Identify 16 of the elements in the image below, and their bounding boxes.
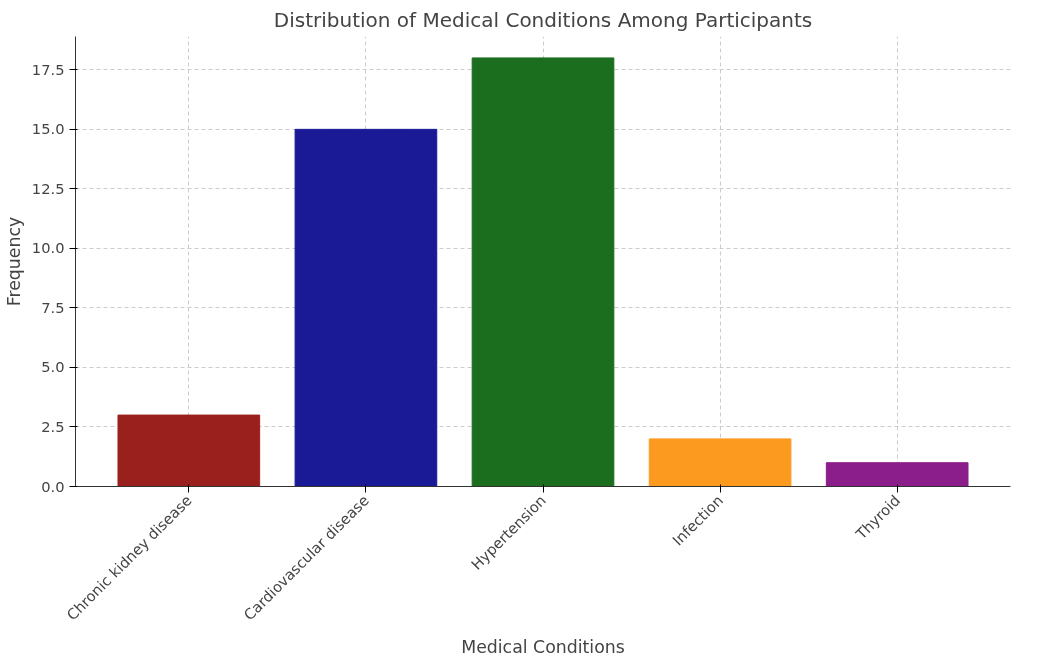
chart-title: Distribution of Medical Conditions Among Participants	[273, 7, 813, 32]
bar	[471, 57, 615, 487]
bar	[117, 414, 261, 487]
bar	[294, 128, 438, 487]
y-tick-label: 10.0	[31, 239, 65, 257]
y-axis-title: Frequency	[3, 216, 24, 307]
y-tick-label: 5.0	[41, 358, 65, 376]
y-tick-label: 2.5	[41, 417, 65, 435]
y-tick-label: 7.5	[41, 298, 65, 316]
bar	[648, 438, 792, 487]
x-axis-title: Medical Conditions	[461, 637, 625, 658]
y-tick-label: 17.5	[31, 60, 65, 78]
y-tick-label: 15.0	[31, 120, 65, 138]
y-tick-label: 12.5	[31, 179, 65, 197]
bar	[825, 462, 969, 487]
y-tick-label: 0.0	[41, 477, 65, 495]
